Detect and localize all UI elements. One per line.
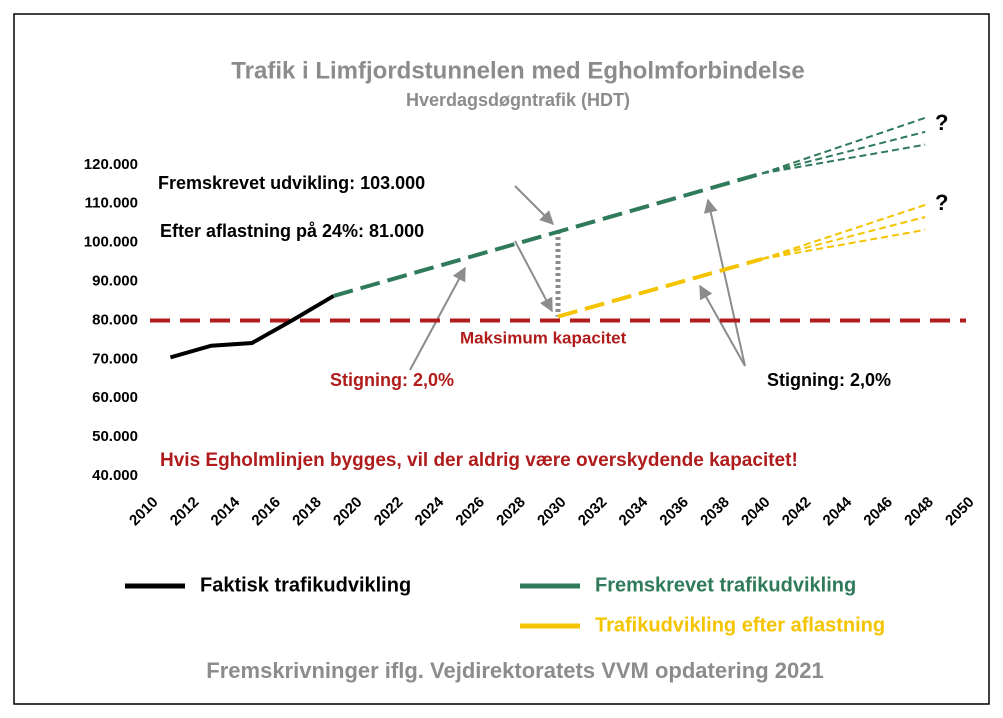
- y-tick-label: 110.000: [85, 195, 138, 212]
- legend-label: Trafikudvikling efter aflastning: [595, 614, 885, 636]
- chart-title: Trafik i Limfjordstunnelen med Egholmfor…: [231, 57, 804, 84]
- annotation: Stigning: 2,0%: [767, 370, 891, 390]
- projection-fan: [761, 143, 926, 175]
- projection-fan: [761, 130, 926, 175]
- chart-subtitle: Hverdagsdøgntrafik (HDT): [406, 90, 630, 110]
- annotation: Hvis Egholmlinjen bygges, vil der aldrig…: [160, 450, 798, 471]
- legend-label: Fremskrevet trafikudvikling: [595, 574, 856, 596]
- arrow: [514, 240, 553, 313]
- arrow: [699, 284, 746, 367]
- y-tick-label: 120.000: [84, 156, 138, 173]
- annotation: ?: [935, 110, 948, 135]
- series-line: [557, 257, 763, 319]
- annotation: Efter aflastning på 24%: 81.000: [160, 221, 424, 241]
- y-tick-label: 50.000: [92, 428, 138, 445]
- arrow: [514, 185, 554, 225]
- annotation: ?: [935, 190, 948, 215]
- y-tick-label: 40.000: [92, 467, 138, 484]
- projection-fan: [761, 228, 926, 260]
- y-tick-label: 80.000: [92, 311, 138, 328]
- projection-fan: [761, 203, 926, 260]
- series-line: [333, 171, 763, 298]
- capacity-label: Maksimum kapacitet: [460, 328, 627, 347]
- frame: [13, 13, 990, 705]
- footer: Fremskrivninger iflg. Vejdirektoratets V…: [206, 658, 823, 683]
- annotation: Stigning: 2,0%: [330, 370, 454, 390]
- y-tick-label: 100.000: [84, 234, 138, 251]
- annotation: Fremskrevet udvikling: 103.000: [158, 173, 425, 193]
- projection-fan: [761, 116, 926, 175]
- series-line: [169, 294, 335, 360]
- arrow: [703, 198, 746, 367]
- y-tick-label: 90.000: [92, 273, 138, 290]
- y-tick-label: 70.000: [92, 350, 138, 367]
- y-tick-label: 60.000: [92, 389, 138, 406]
- projection-fan: [761, 216, 926, 260]
- legend-label: Faktisk trafikudvikling: [200, 574, 411, 596]
